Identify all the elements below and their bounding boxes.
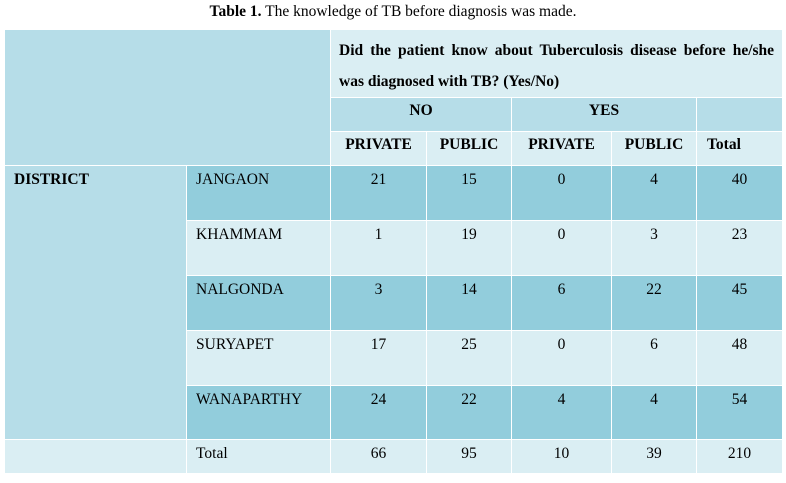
district-name: KHAMMAM [186, 220, 331, 276]
value-cell: 15 [426, 165, 512, 221]
district-name: WANAPARTHY [186, 385, 331, 440]
table-caption-text: The knowledge of TB before diagnosis was… [261, 3, 577, 20]
total-cell: 10 [511, 439, 612, 474]
value-cell: 0 [511, 165, 612, 221]
total-cell: 66 [330, 439, 427, 474]
value-cell: 45 [695, 275, 784, 331]
table-caption-label: Table 1. [209, 3, 262, 20]
subheader-yes-public: PUBLIC [611, 131, 697, 166]
yes-header: YES [511, 97, 697, 132]
value-cell: 22 [426, 385, 512, 440]
subheader-no-public: PUBLIC [426, 131, 512, 166]
value-cell: 4 [511, 385, 612, 440]
total-header-spacer [695, 97, 784, 132]
value-cell: 21 [330, 165, 427, 221]
tb-knowledge-table: Did the patient know about Tuberculosis … [4, 29, 784, 474]
subheader-yes-private: PRIVATE [511, 131, 612, 166]
value-cell: 1 [330, 220, 427, 276]
total-cell: 39 [611, 439, 697, 474]
district-name: NALGONDA [186, 275, 331, 331]
subheader-total: Total [695, 131, 784, 166]
district-label: DISTRICT [4, 165, 187, 440]
value-cell: 54 [695, 385, 784, 440]
total-cell: 95 [426, 439, 512, 474]
subheader-no-private: PRIVATE [330, 131, 427, 166]
value-cell: 40 [695, 165, 784, 221]
value-cell: 4 [611, 385, 697, 440]
total-cell: 210 [695, 439, 784, 474]
district-name: SURYAPET [186, 330, 331, 386]
district-name: JANGAON [186, 165, 331, 221]
value-cell: 4 [611, 165, 697, 221]
table-row: NALGONDA 3 14 6 22 45 [5, 275, 784, 331]
table-caption: Table 1. The knowledge of TB before diag… [0, 2, 786, 22]
total-row-spacer [4, 439, 187, 474]
value-cell: 3 [330, 275, 427, 331]
value-cell: 0 [511, 330, 612, 386]
value-cell: 6 [511, 275, 612, 331]
value-cell: 14 [426, 275, 512, 331]
value-cell: 6 [611, 330, 697, 386]
value-cell: 17 [330, 330, 427, 386]
value-cell: 22 [611, 275, 697, 331]
value-cell: 25 [426, 330, 512, 386]
total-row-label: Total [186, 439, 331, 474]
value-cell: 24 [330, 385, 427, 440]
total-row: Total 66 95 10 39 210 [4, 439, 784, 474]
value-cell: 3 [611, 220, 697, 276]
value-cell: 19 [426, 220, 512, 276]
no-header: NO [330, 97, 512, 132]
value-cell: 23 [695, 220, 784, 276]
table-row: WANAPARTHY 24 22 4 4 54 [5, 385, 784, 440]
value-cell: 48 [695, 330, 784, 386]
question-header: Did the patient know about Tuberculosis … [329, 29, 784, 98]
table-row: KHAMMAM 1 19 0 3 23 [5, 220, 784, 276]
header-corner [4, 29, 331, 166]
value-cell: 0 [511, 220, 612, 276]
table-row: DISTRICT JANGAON 21 15 0 4 40 [4, 165, 784, 440]
